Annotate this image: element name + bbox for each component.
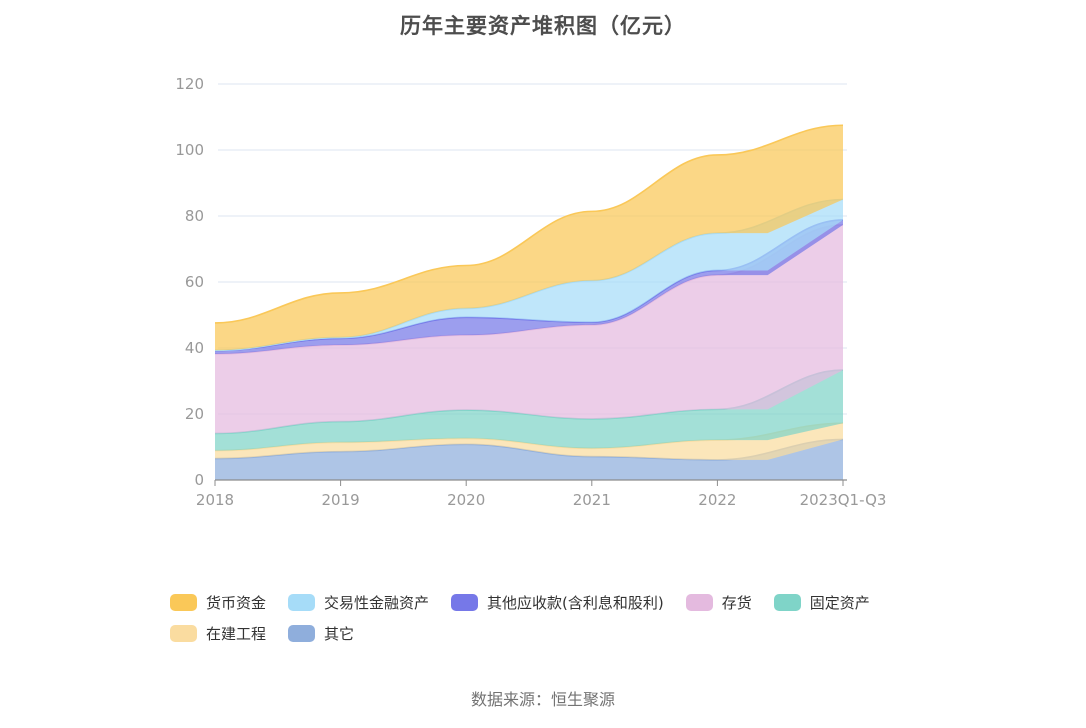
legend-swatch-other-receivables <box>451 593 479 611</box>
legend-swatch-trading-financial-assets <box>288 593 316 611</box>
legend-label-other-receivables: 其他应收款(含利息和股利) <box>487 593 664 612</box>
legend-swatch-monetary-funds <box>170 593 197 611</box>
legend-item-inventory[interactable]: 存货 <box>685 590 752 614</box>
x-axis-tick-label-2022: 2022 <box>698 491 736 509</box>
legend-item-trading-financial-assets[interactable]: 交易性金融资产 <box>288 590 429 614</box>
x-axis-tick-label-2020: 2020 <box>447 491 485 509</box>
legend-label-fixed-assets: 固定资产 <box>809 593 870 612</box>
legend-item-monetary-funds[interactable]: 货币资金 <box>170 590 266 614</box>
y-axis-tick-label-100: 100 <box>175 141 204 159</box>
x-axis-tick-label-2018: 2018 <box>196 491 234 509</box>
legend-label-inventory: 存货 <box>721 593 752 612</box>
y-axis-tick-label-40: 40 <box>185 339 204 357</box>
y-axis-tick-label-120: 120 <box>175 75 204 93</box>
area-monetary-funds[interactable] <box>215 125 843 351</box>
legend: 货币资金 交易性金融资产 其他应收款(含利息和股利) 存货 固定资产在建工程 其它 <box>170 590 915 645</box>
legend-item-construction-in-progress[interactable]: 在建工程 <box>170 621 266 645</box>
area-others[interactable] <box>215 439 843 480</box>
line-monetary-funds <box>214 124 844 324</box>
legend-item-fixed-assets[interactable]: 固定资产 <box>773 590 870 614</box>
x-axis-tick-label-2023Q1-Q3: 2023Q1-Q3 <box>800 491 887 509</box>
legend-swatch-others <box>288 624 316 642</box>
area-other-receivables[interactable] <box>215 219 843 354</box>
area-fixed-assets[interactable] <box>215 370 843 451</box>
y-axis-tick-label-0: 0 <box>194 471 204 489</box>
legend-label-monetary-funds: 货币资金 <box>206 593 267 612</box>
data-source: 数据来源：恒生聚源 <box>470 690 615 709</box>
x-axis-tick-label-2021: 2021 <box>573 491 611 509</box>
legend-label-others: 其它 <box>324 624 355 643</box>
legend-swatch-construction-in-progress <box>170 624 197 642</box>
y-axis-tick-label-60: 60 <box>185 273 204 291</box>
area-inventory[interactable] <box>215 224 843 434</box>
y-axis-tick-label-80: 80 <box>185 207 204 225</box>
area-construction-in-progress[interactable] <box>215 423 843 460</box>
y-axis-tick-label-20: 20 <box>185 405 204 423</box>
legend-label-construction-in-progress: 在建工程 <box>206 624 267 643</box>
legend-item-other-receivables[interactable]: 其他应收款(含利息和股利) <box>451 590 664 614</box>
x-axis-tick-label-2019: 2019 <box>322 491 360 509</box>
legend-item-others[interactable]: 其它 <box>288 621 354 645</box>
legend-swatch-inventory <box>685 593 713 611</box>
legend-label-trading-financial-assets: 交易性金融资产 <box>324 593 430 612</box>
chart-title: 历年主要资产堆积图（亿元） <box>400 14 686 38</box>
legend-swatch-fixed-assets <box>773 593 801 611</box>
stacked-area-chart[interactable]: 0 20 40 60 80 100 120 2018 2019 2020 2021 2022 2023Q… <box>0 0 1086 540</box>
